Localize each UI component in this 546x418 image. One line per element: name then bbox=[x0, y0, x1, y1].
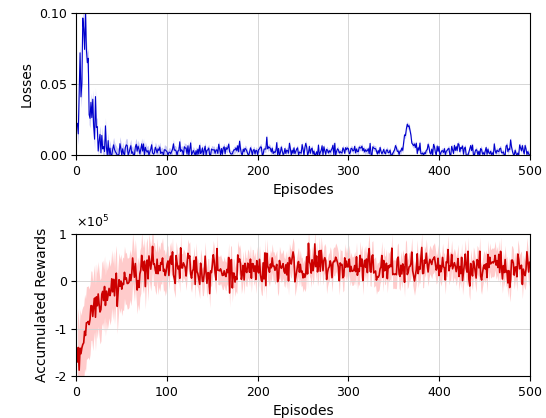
X-axis label: Episodes: Episodes bbox=[272, 405, 334, 418]
Y-axis label: Accumulated Rewards: Accumulated Rewards bbox=[35, 228, 49, 382]
X-axis label: Episodes: Episodes bbox=[272, 184, 334, 197]
Text: $\times10^5$: $\times10^5$ bbox=[76, 214, 110, 231]
Y-axis label: Losses: Losses bbox=[19, 61, 33, 107]
